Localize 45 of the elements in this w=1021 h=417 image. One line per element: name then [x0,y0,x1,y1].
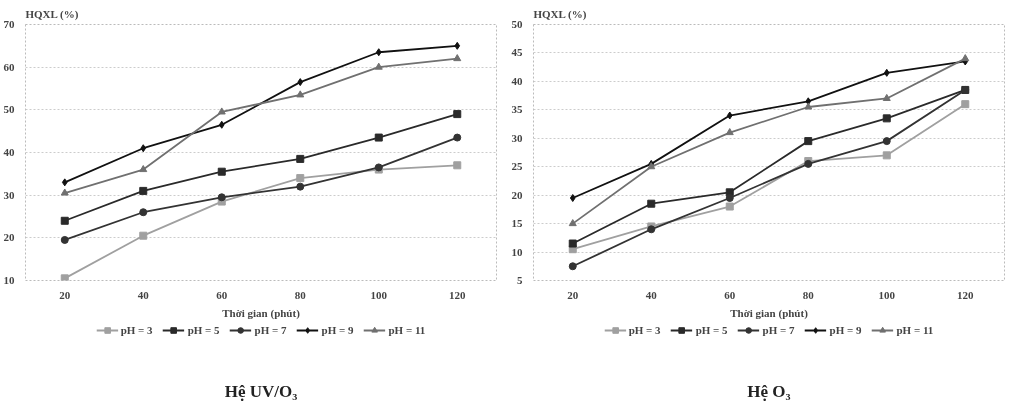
legend-label: pH = 3 [628,324,661,336]
y-tick-label: 70 [3,18,15,30]
y-tick-label: 15 [511,217,523,230]
y-tick-label: 10 [511,245,523,258]
legend-label: pH = 5 [695,324,728,336]
x-tick-label: 20 [59,288,71,301]
y-tick-label: 5 [517,274,523,286]
x-axis-title: Thời gian (phút) [730,306,809,320]
y-tick-label: 60 [3,60,15,73]
x-tick-label: 100 [370,288,388,301]
x-tick-label: 80 [294,288,307,301]
y-tick-label: 30 [511,131,523,144]
y-tick-label: 45 [511,46,523,59]
y-tick-label: 40 [511,74,523,87]
y-tick-label: 40 [3,146,15,158]
x-tick-label: 120 [449,288,466,301]
y-tick-label: 20 [511,188,523,201]
x-tick-label: 100 [878,288,896,301]
y-axis-title: HQXL (%) [25,7,79,21]
x-tick-label: 60 [216,288,228,301]
y-tick-label: 20 [3,231,15,244]
legend-label: pH = 11 [896,324,934,336]
x-tick-label: 80 [802,288,815,301]
y-tick-label: 10 [3,274,15,286]
y-tick-label: 30 [3,188,15,201]
x-tick-label: 20 [567,288,579,301]
y-tick-label: 35 [511,103,523,116]
y-tick-label: 50 [3,103,15,116]
x-tick-label: 40 [137,288,150,301]
text: Hệ UV/O₃ [224,381,298,401]
x-tick-label: 60 [724,288,736,301]
x-tick-label: 40 [645,288,658,301]
legend-label: pH = 9 [321,324,354,336]
legend-label: pH = 9 [829,324,862,336]
y-tick-label: 25 [511,160,523,173]
legend-label: pH = 5 [187,324,220,336]
y-tick-label: 50 [511,18,523,30]
y-axis-title: HQXL (%) [533,7,587,21]
text: Hệ O₃ [747,381,791,401]
x-tick-label: 120 [957,288,974,301]
legend-label: pH = 11 [388,324,426,336]
legend-label: pH = 7 [254,324,287,336]
x-axis-title: Thời gian (phút) [222,306,301,320]
legend-label: pH = 3 [120,324,153,336]
legend-label: pH = 7 [762,324,795,336]
